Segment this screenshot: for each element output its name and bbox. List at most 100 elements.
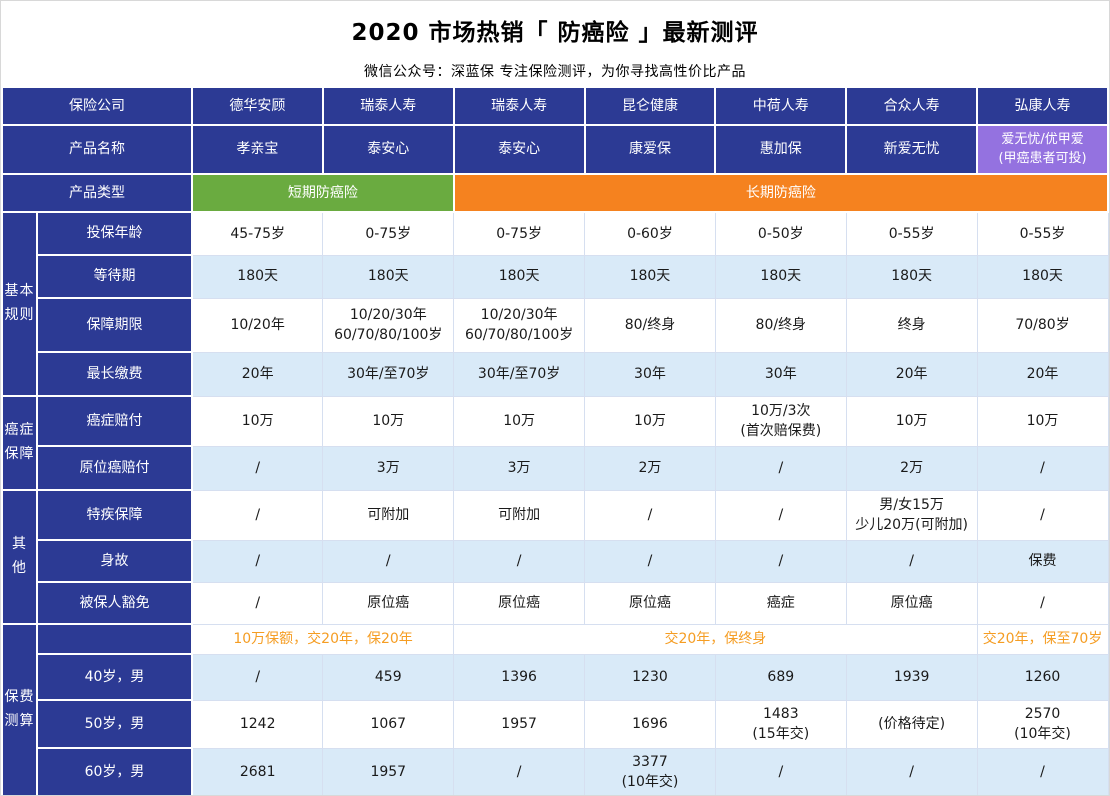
product-cell: 泰安心 — [321, 124, 455, 175]
product-cell: 新爱无忧 — [845, 124, 979, 175]
group-label-premium: 保费 测算 — [1, 623, 38, 795]
type-long-banner: 长期防癌险 — [452, 173, 1109, 213]
data-cell: 70/80岁 — [976, 297, 1109, 353]
data-cell: 45-75岁 — [191, 211, 324, 256]
data-cell: / — [584, 489, 716, 541]
data-cell: 459 — [322, 653, 455, 701]
data-cell: 1067 — [322, 699, 455, 749]
company-cell: 合众人寿 — [845, 86, 979, 126]
row-label: 原位癌赔付 — [36, 445, 193, 491]
table-row: 身故 / / / / / / 保费 — [2, 539, 1109, 583]
data-cell: 80/终身 — [584, 297, 716, 353]
data-cell: / — [845, 747, 978, 795]
data-cell: 689 — [714, 653, 847, 701]
page-title: 2020 市场热销「 防癌险 」最新测评 — [351, 20, 759, 46]
data-cell: 180天 — [714, 254, 847, 299]
row-label: 投保年龄 — [36, 211, 193, 256]
table-row: 癌症 保障 癌症赔付 10万 10万 10万 10万 10万/3次 (首次赔保费… — [1, 395, 1109, 491]
row-label: 身故 — [36, 539, 193, 583]
row-label-company: 保险公司 — [1, 86, 193, 126]
data-cell: 3万 — [322, 445, 455, 491]
data-cell: 10万 — [322, 395, 455, 447]
data-cell: 2570 (10年交) — [976, 699, 1109, 749]
data-cell: 原位癌 — [322, 581, 455, 625]
table-row: 基本 规则 投保年龄 45-75岁 0-75岁 0-75岁 0-60岁 0-50… — [1, 211, 1109, 397]
page-subtitle: 微信公众号：深蓝保 专注保险测评，为你寻找高性价比产品 — [364, 64, 746, 80]
data-cell: 男/女15万 少儿20万(可附加) — [845, 489, 978, 541]
data-cell: 2万 — [845, 445, 978, 491]
data-cell: 3377 (10年交) — [584, 747, 716, 795]
company-cell: 瑞泰人寿 — [452, 86, 586, 126]
table-row: 原位癌赔付 / 3万 3万 2万 / 2万 / — [2, 445, 1109, 491]
data-cell: / — [191, 489, 324, 541]
row-label: 60岁，男 — [36, 747, 193, 795]
company-cell: 中荷人寿 — [714, 86, 848, 126]
company-cell: 德华安顾 — [191, 86, 324, 126]
row-label: 最长缴费 — [36, 351, 193, 397]
data-cell: / — [714, 747, 847, 795]
premium-plan-long: 交20年，保终身 — [453, 623, 978, 655]
data-cell: 0-60岁 — [584, 211, 716, 256]
data-cell: 原位癌 — [584, 581, 716, 625]
data-cell: 终身 — [845, 297, 978, 353]
row-label-type: 产品类型 — [1, 173, 193, 213]
data-cell: 180天 — [453, 254, 586, 299]
data-cell: 0-55岁 — [845, 211, 978, 256]
data-cell: 180天 — [845, 254, 978, 299]
table-row: 50岁，男 1242 1067 1957 1696 1483 (15年交) (价… — [2, 699, 1109, 749]
data-cell: 1696 — [584, 699, 716, 749]
data-cell: / — [976, 747, 1109, 795]
data-cell: 可附加 — [453, 489, 586, 541]
company-cell: 弘康人寿 — [976, 86, 1109, 126]
data-cell: 30年 — [714, 351, 847, 397]
type-row: 产品类型 短期防癌险 长期防癌险 — [1, 173, 1109, 213]
data-cell: 1957 — [453, 699, 586, 749]
data-cell: / — [453, 539, 586, 583]
data-cell: / — [191, 445, 324, 491]
data-cell: 0-55岁 — [976, 211, 1109, 256]
data-cell: 可附加 — [322, 489, 455, 541]
product-row: 产品名称 孝亲宝 泰安心 泰安心 康爱保 惠加保 新爱无忧 爱无忧/优甲爱 (甲… — [1, 124, 1109, 175]
data-cell: 1957 — [322, 747, 455, 795]
data-cell: / — [584, 539, 716, 583]
row-label-product: 产品名称 — [1, 124, 193, 175]
data-cell: 0-50岁 — [714, 211, 847, 256]
premium-plan-to70: 交20年，保至70岁 — [976, 623, 1109, 655]
table-row: 最长缴费 20年 30年/至70岁 30年/至70岁 30年 30年 20年 2… — [2, 351, 1109, 397]
company-cell: 瑞泰人寿 — [321, 86, 455, 126]
row-label: 特疾保障 — [36, 489, 193, 541]
data-cell: 80/终身 — [714, 297, 847, 353]
data-cell: 30年/至70岁 — [453, 351, 586, 397]
premium-plan-row: 保费 测算 10万保额，交20年，保20年 交20年，保终身 交20年，保至70… — [1, 623, 1109, 795]
data-cell: 1939 — [845, 653, 978, 701]
data-cell: 10万/3次 (首次赔保费) — [714, 395, 847, 447]
data-cell: 2万 — [584, 445, 716, 491]
row-label: 50岁，男 — [36, 699, 193, 749]
group-label-basic: 基本 规则 — [1, 211, 38, 397]
product-cell-highlight: 爱无忧/优甲爱 (甲癌患者可投) — [976, 124, 1109, 175]
data-cell: 癌症 — [714, 581, 847, 625]
data-cell: 180天 — [191, 254, 324, 299]
data-cell: 10万 — [191, 395, 324, 447]
data-cell: 10万 — [453, 395, 586, 447]
data-cell: / — [976, 445, 1109, 491]
row-label: 等待期 — [36, 254, 193, 299]
data-cell: 10/20/30年 60/70/80/100岁 — [453, 297, 586, 353]
data-cell: 10万 — [584, 395, 716, 447]
data-cell: / — [322, 539, 455, 583]
company-cell: 昆仑健康 — [583, 86, 717, 126]
row-label: 癌症赔付 — [36, 395, 193, 447]
data-cell: 10/20/30年 60/70/80/100岁 — [322, 297, 455, 353]
data-cell: 1396 — [453, 653, 586, 701]
data-cell: 0-75岁 — [322, 211, 455, 256]
product-cell: 惠加保 — [714, 124, 848, 175]
type-short-banner: 短期防癌险 — [191, 173, 455, 213]
data-cell: 保费 — [976, 539, 1109, 583]
data-cell: / — [453, 747, 586, 795]
data-cell: 1260 — [976, 653, 1109, 701]
row-label: 保障期限 — [36, 297, 193, 353]
product-cell: 康爱保 — [583, 124, 717, 175]
table-row: 等待期 180天 180天 180天 180天 180天 180天 180天 — [2, 254, 1109, 299]
table-row: 其 他 特疾保障 / 可附加 可附加 / / 男/女15万 少儿20万(可附加)… — [1, 489, 1109, 625]
